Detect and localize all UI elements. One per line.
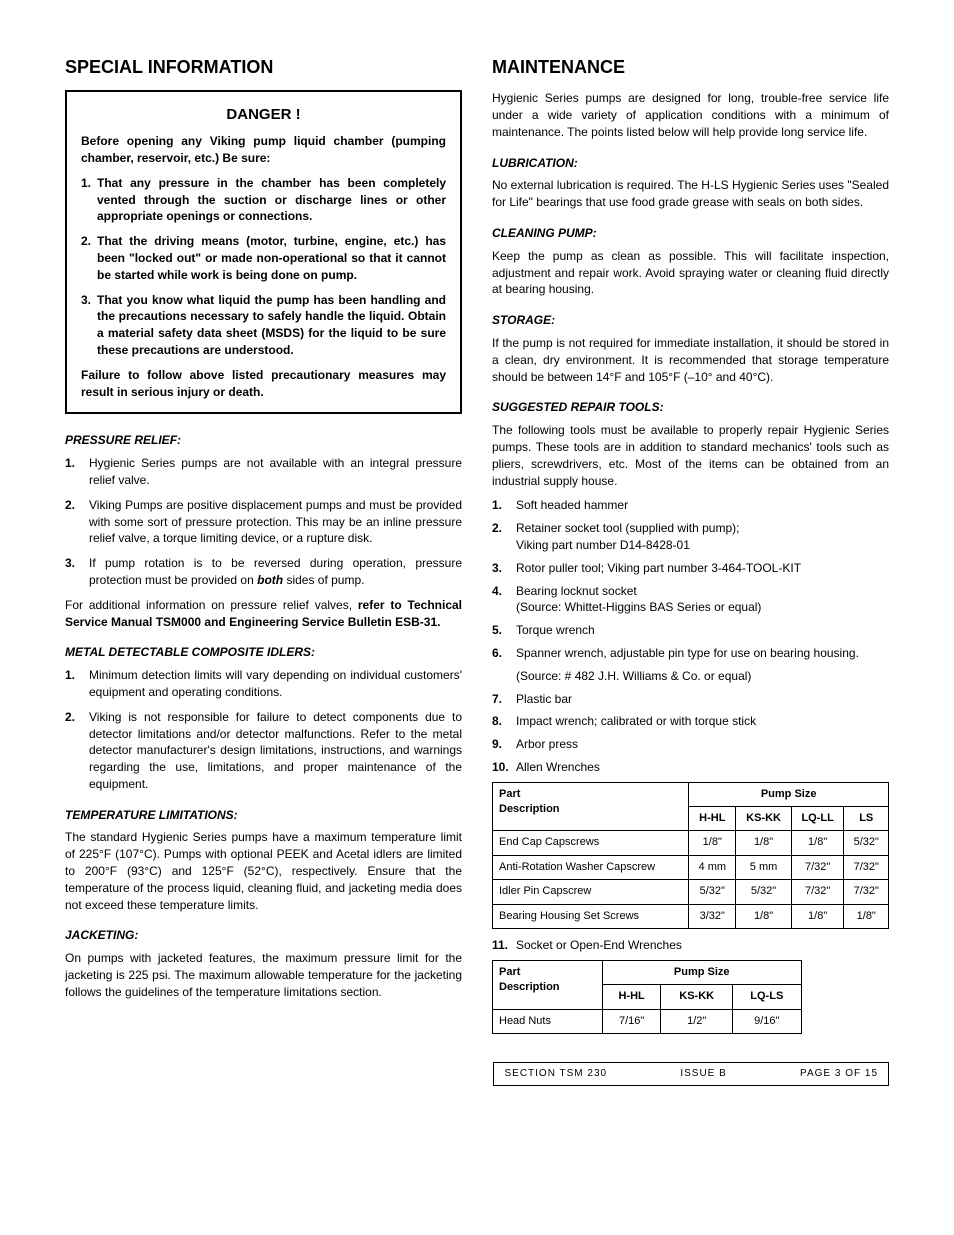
jacket-head: JACKETING: [65, 927, 462, 944]
list-item: 5.Torque wrench [492, 622, 889, 639]
lubrication-body: No external lubrication is required. The… [492, 177, 889, 211]
list-item: 11.Socket or Open-End Wrenches [492, 937, 889, 954]
storage-body: If the pump is not required for immediat… [492, 335, 889, 385]
danger-title: DANGER ! [81, 104, 446, 125]
jacket-body: On pumps with jacketed features, the max… [65, 950, 462, 1000]
maintenance-intro: Hygienic Series pumps are designed for l… [492, 90, 889, 140]
page-footer: SECTION TSM 230 ISSUE B PAGE 3 OF 15 [493, 1062, 889, 1086]
list-item: 6.Spanner wrench, adjustable pin type fo… [492, 645, 889, 685]
list-item: 9.Arbor press [492, 736, 889, 753]
footer-page: PAGE 3 OF 15 [800, 1067, 878, 1081]
danger-box: DANGER ! Before opening any Viking pump … [65, 90, 462, 414]
pressure-relief-head: PRESSURE RELIEF: [65, 432, 462, 449]
footer-issue: ISSUE B [680, 1067, 726, 1081]
list-item: 1.Minimum detection limits will vary dep… [65, 667, 462, 701]
temp-head: TEMPERATURE LIMITATIONS: [65, 807, 462, 824]
list-item: 2.Retainer socket tool (supplied with pu… [492, 520, 889, 554]
temp-body: The standard Hygienic Series pumps have … [65, 829, 462, 913]
list-item: 3.Rotor puller tool; Viking part number … [492, 560, 889, 577]
cleaning-head: CLEANING PUMP: [492, 225, 889, 242]
pressure-footer: For additional information on pressure r… [65, 597, 462, 631]
special-info-title: SPECIAL INFORMATION [65, 55, 462, 80]
list-item: 7.Plastic bar [492, 691, 889, 708]
danger-list: 1.That any pressure in the chamber has b… [81, 175, 446, 359]
list-item: 8.Impact wrench; calibrated or with torq… [492, 713, 889, 730]
lubrication-head: LUBRICATION: [492, 155, 889, 172]
danger-item: 2.That the driving means (motor, turbine… [81, 233, 446, 283]
left-column: SPECIAL INFORMATION DANGER ! Before open… [65, 55, 462, 1042]
footer-section: SECTION TSM 230 [504, 1067, 607, 1081]
tools-list: 1.Soft headed hammer 2.Retainer socket to… [492, 497, 889, 775]
pressure-list: 1.Hygienic Series pumps are not availabl… [65, 455, 462, 589]
list-item: 2.Viking Pumps are positive displacement… [65, 497, 462, 547]
cleaning-body: Keep the pump as clean as possible. This… [492, 248, 889, 298]
list-item: 3.If pump rotation is to be reversed dur… [65, 555, 462, 589]
tools-list-2: 11.Socket or Open-End Wrenches [492, 937, 889, 954]
metal-list: 1.Minimum detection limits will vary dep… [65, 667, 462, 793]
right-column: MAINTENANCE Hygienic Series pumps are de… [492, 55, 889, 1042]
list-item: 2.Viking is not responsible for failure … [65, 709, 462, 793]
list-item: 1.Soft headed hammer [492, 497, 889, 514]
tools-intro: The following tools must be available to… [492, 422, 889, 489]
maintenance-title: MAINTENANCE [492, 55, 889, 80]
danger-item: 1.That any pressure in the chamber has b… [81, 175, 446, 225]
danger-footer: Failure to follow above listed precautio… [81, 367, 446, 401]
list-item: 1.Hygienic Series pumps are not availabl… [65, 455, 462, 489]
tools-head: SUGGESTED REPAIR TOOLS: [492, 399, 889, 416]
page-columns: SPECIAL INFORMATION DANGER ! Before open… [65, 55, 889, 1042]
danger-item: 3.That you know what liquid the pump has… [81, 292, 446, 359]
metal-head: METAL DETECTABLE COMPOSITE IDLERS: [65, 644, 462, 661]
allen-wrench-table: PartDescriptionPump SizeH-HLKS-KKLQ-LLLS… [492, 782, 889, 929]
danger-intro: Before opening any Viking pump liquid ch… [81, 133, 446, 167]
storage-head: STORAGE: [492, 312, 889, 329]
socket-wrench-table: PartDescriptionPump SizeH-HLKS-KKLQ-LSHe… [492, 960, 802, 1034]
list-item: 4.Bearing locknut socket(Source: Whittet… [492, 583, 889, 617]
list-item: 10.Allen Wrenches [492, 759, 889, 776]
